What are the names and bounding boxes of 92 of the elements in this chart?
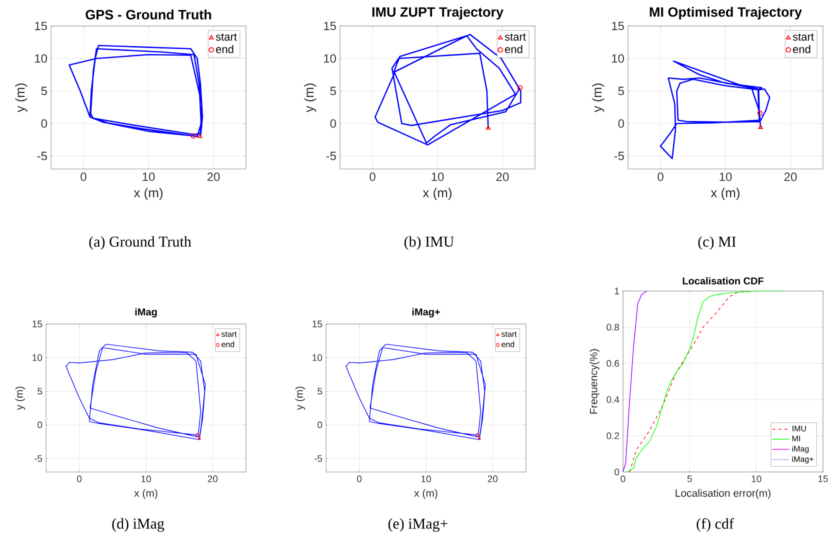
y-tick-label: 0.4 [606, 396, 620, 403]
text: (e) iMag+ [388, 518, 448, 532]
y-tick-label: 0.6 [606, 360, 620, 367]
y-tick-label: 5 [318, 388, 322, 395]
x-tick-label: 0 [77, 476, 82, 482]
text: (f) cdf [696, 518, 734, 532]
chart-title: iMag+ [412, 308, 440, 318]
y-axis-title: y (m) [592, 84, 604, 112]
text: (b) IMU [404, 236, 454, 250]
y-axis-title: y (m) [304, 84, 316, 112]
y-tick-label: -5 [314, 455, 322, 462]
line-series [346, 344, 486, 440]
y-tick-label: 5 [618, 86, 624, 96]
y-tick-label: -5 [614, 152, 624, 160]
x-axis-title: x (m) [422, 188, 452, 200]
y-tick-label: 0 [38, 422, 42, 428]
chart-title: iMag [135, 308, 157, 318]
x-axis-title: x (m) [710, 188, 740, 200]
chart-title: MI Optimised Trajectory [650, 6, 802, 20]
text: (a) Ground Truth [89, 236, 192, 250]
y-tick-label: 0 [614, 468, 620, 476]
y-tick-label: 5 [41, 86, 47, 96]
y-tick-label: 0.8 [606, 324, 620, 331]
y-tick-label: -5 [326, 152, 336, 160]
chart-title: Localisation CDF [682, 277, 764, 284]
y-tick-label: 0 [318, 422, 322, 428]
x-tick-label: 20 [496, 172, 509, 182]
legend-label: iMag+ [792, 456, 814, 464]
y-tick-label: 0 [330, 119, 336, 128]
y-tick-label: 10 [32, 354, 42, 361]
y-tick-label: 0 [41, 119, 48, 128]
y-tick-label: 1 [614, 288, 619, 294]
y-tick-label: -5 [34, 455, 42, 462]
x-tick-label: 10 [142, 172, 155, 182]
legend-label: end [793, 45, 810, 54]
x-tick-label: 0 [80, 172, 86, 182]
x-tick-label: 10 [752, 476, 762, 482]
x-axis-title: x (m) [414, 489, 438, 499]
x-tick-label: 10 [421, 476, 431, 482]
y-tick-label: 5 [38, 388, 42, 395]
y-tick-label: 10 [324, 54, 336, 63]
x-tick-label: 20 [488, 476, 498, 482]
y-tick-label: 10 [612, 54, 624, 63]
legend-label: end [505, 45, 522, 54]
x-tick-label: 15 [818, 476, 828, 482]
x-tick-label: 10 [141, 476, 151, 482]
y-tick-label: 15 [35, 22, 47, 30]
text: (d) iMag [112, 518, 164, 532]
y-axis-title: y (m) [15, 386, 26, 410]
chart-title: IMU ZUPT Trajectory [372, 6, 504, 20]
legend-label: iMag [792, 446, 809, 454]
legend-label: start [221, 332, 237, 337]
x-axis-title: x (m) [134, 188, 162, 200]
y-tick-label: 5 [330, 86, 336, 96]
legend-label: end [216, 45, 234, 54]
y-tick-label: 0.2 [606, 432, 619, 440]
x-axis-title: x (m) [134, 489, 158, 499]
x-tick-label: 10 [432, 172, 444, 182]
x-tick-label: 20 [207, 172, 220, 182]
legend-label: end [502, 341, 514, 348]
legend-label: start [504, 33, 526, 41]
line-series [626, 290, 784, 472]
chart-title: GPS - Ground Truth [86, 10, 212, 20]
y-axis-title: y (m) [295, 386, 306, 410]
legend-label: IMU [792, 426, 806, 432]
x-tick-label: 10 [720, 172, 732, 182]
x-tick-label: 5 [687, 476, 692, 482]
text: (c) MI [698, 236, 736, 250]
x-tick-label: 0 [658, 172, 664, 182]
x-tick-label: 0 [370, 172, 376, 182]
line-series [66, 344, 206, 440]
y-tick-label: 15 [324, 22, 336, 30]
legend-label: end [222, 341, 234, 348]
y-tick-label: -5 [37, 152, 47, 160]
y-axis-title: Frequency(%) [590, 349, 600, 414]
y-axis-title: y (m) [15, 84, 28, 112]
legend-label: MI [792, 436, 800, 442]
line-series [68, 44, 204, 138]
x-axis-title: Localisation error(m) [676, 489, 770, 499]
y-tick-label: 15 [312, 320, 322, 328]
y-tick-label: 10 [35, 54, 48, 63]
x-tick-label: 0 [357, 476, 362, 482]
legend-label: start [216, 33, 237, 41]
legend-label: start [501, 332, 517, 337]
y-tick-label: 15 [612, 22, 624, 30]
x-tick-label: 20 [208, 476, 218, 482]
x-tick-label: 20 [784, 172, 797, 182]
legend-label: start [792, 33, 814, 41]
y-tick-label: 15 [32, 320, 42, 328]
line-series [623, 290, 648, 472]
y-tick-label: 0 [618, 119, 624, 128]
y-tick-label: 10 [312, 354, 322, 361]
